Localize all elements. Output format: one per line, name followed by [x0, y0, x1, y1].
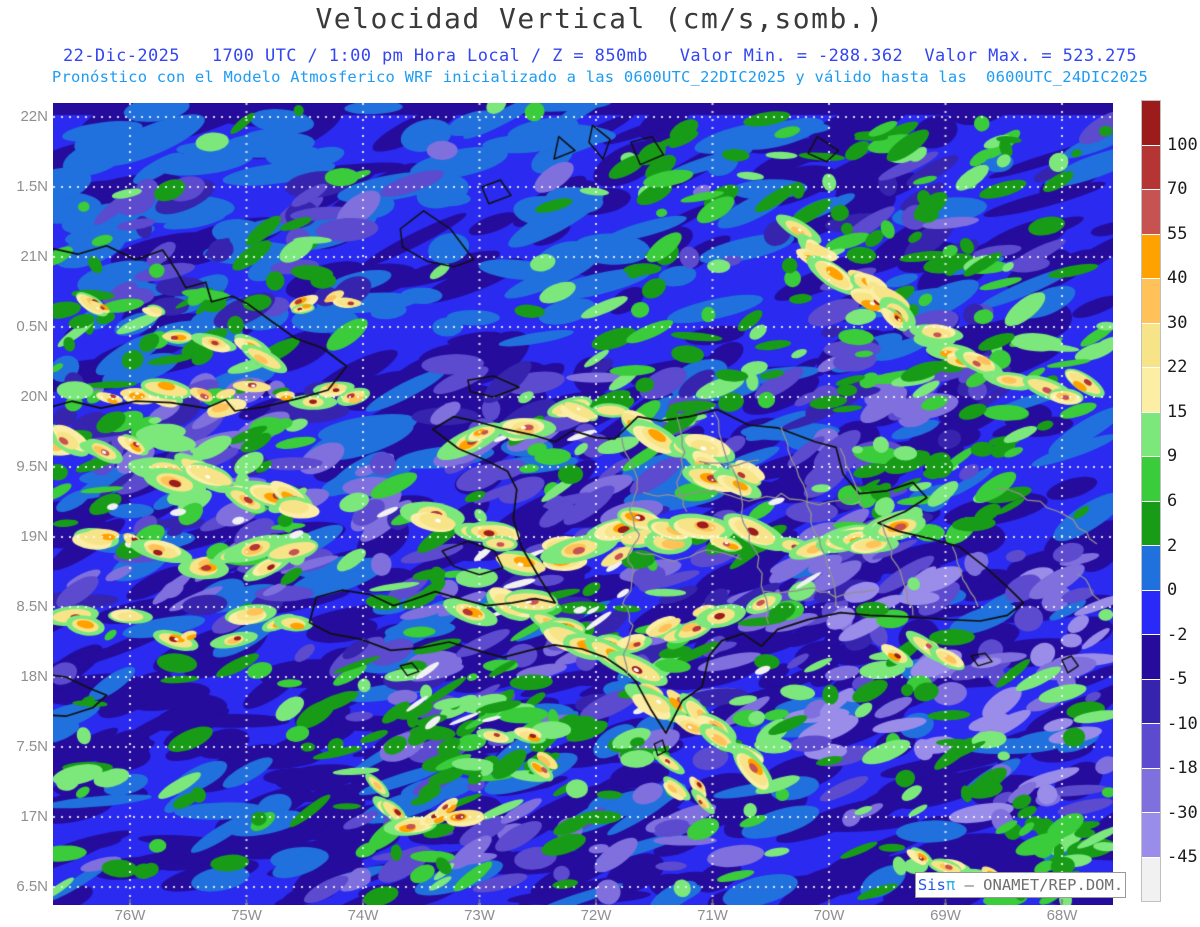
- map-canvas: [53, 103, 1113, 905]
- colorbar-segment: [1142, 767, 1160, 812]
- colorbar-tick-label: -30: [1167, 802, 1198, 823]
- colorbar-segment: [1142, 233, 1160, 278]
- lon-tick-label: 71W: [697, 907, 728, 924]
- lat-tick-label: 20N: [20, 388, 48, 405]
- subtitle-datetime: 22-Dic-2025 1700 UTC / 1:00 pm Hora Loca…: [62, 46, 1138, 66]
- colorbar-segment: [1142, 456, 1160, 501]
- colorbar-tick-label: 30: [1167, 312, 1188, 333]
- colorbar-tick-label: -5: [1167, 669, 1188, 690]
- lat-tick-label: 0.5N: [16, 318, 48, 335]
- watermark-org: ONAMET/REP.DOM.: [983, 876, 1124, 894]
- lat-tick-label: 1.5N: [16, 178, 48, 195]
- lon-tick-label: 76W: [114, 907, 146, 924]
- lon-tick-label: 68W: [1046, 907, 1078, 924]
- colorbar-tick-label: -45: [1167, 847, 1198, 868]
- colorbar-tick-label: 2: [1167, 535, 1178, 556]
- colorbar-segment: [1142, 101, 1160, 145]
- colorbar-segment: [1142, 545, 1160, 590]
- colorbar-tick-label: -18: [1167, 758, 1198, 779]
- colorbar-tick-label: -2: [1167, 624, 1188, 645]
- colorbar-tick-label: 55: [1167, 223, 1188, 244]
- colorbar-tick-label: 6: [1167, 490, 1178, 511]
- lon-tick-label: 69W: [930, 907, 961, 924]
- colorbar-tick-label: -10: [1167, 713, 1198, 734]
- lat-tick-label: 21N: [20, 248, 48, 265]
- colorbar-segment: [1142, 144, 1160, 189]
- colorbar-segment: [1142, 189, 1160, 234]
- lon-tick-label: 73W: [464, 907, 495, 924]
- lat-tick-label: 22N: [20, 108, 48, 125]
- colorbar-segment: [1142, 856, 1160, 901]
- watermark-pi-icon: π: [945, 876, 956, 894]
- colorbar-tick-label: 0: [1167, 580, 1178, 601]
- colorbar-tick-label: 15: [1167, 401, 1188, 422]
- colorbar-segment: [1142, 589, 1160, 634]
- lat-tick-label: 18N: [20, 668, 48, 685]
- colorbar-tick-label: 70: [1167, 179, 1188, 200]
- watermark-separator: –: [955, 876, 984, 894]
- colorbar-segment: [1142, 723, 1160, 768]
- subtitle-model-info: Pronóstico con el Modelo Atmosferico WRF…: [51, 68, 1149, 86]
- colorbar-segment: [1142, 278, 1160, 323]
- lat-tick-label: 19N: [20, 528, 48, 545]
- colorbar-tick-label: 100: [1167, 134, 1198, 155]
- colorbar-tick-label: 40: [1167, 268, 1188, 289]
- watermark-brand: Sis: [917, 876, 946, 894]
- colorbar-segment: [1142, 500, 1160, 545]
- colorbar-segment: [1142, 411, 1160, 456]
- colorbar: [1141, 100, 1161, 902]
- lat-tick-label: 7.5N: [16, 738, 48, 755]
- watermark: Sis π – ONAMET/REP.DOM.: [915, 872, 1126, 898]
- colorbar-tick-label: 22: [1167, 357, 1188, 378]
- lon-tick-label: 74W: [347, 907, 379, 924]
- lat-tick-label: 17N: [20, 808, 48, 825]
- lon-tick-label: 72W: [580, 907, 612, 924]
- colorbar-segment: [1142, 678, 1160, 723]
- lat-tick-label: 6.5N: [16, 878, 48, 895]
- lon-tick-label: 75W: [231, 907, 262, 924]
- colorbar-segment: [1142, 812, 1160, 857]
- colorbar-segment: [1142, 367, 1160, 412]
- lon-tick-label: 70W: [813, 907, 845, 924]
- colorbar-tick-label: 9: [1167, 446, 1178, 467]
- colorbar-segment: [1142, 634, 1160, 679]
- lat-tick-label: 8.5N: [16, 598, 48, 615]
- page-title: Velocidad Vertical (cm/s,somb.): [315, 2, 885, 35]
- colorbar-segment: [1142, 322, 1160, 367]
- lat-tick-label: 9.5N: [16, 458, 48, 475]
